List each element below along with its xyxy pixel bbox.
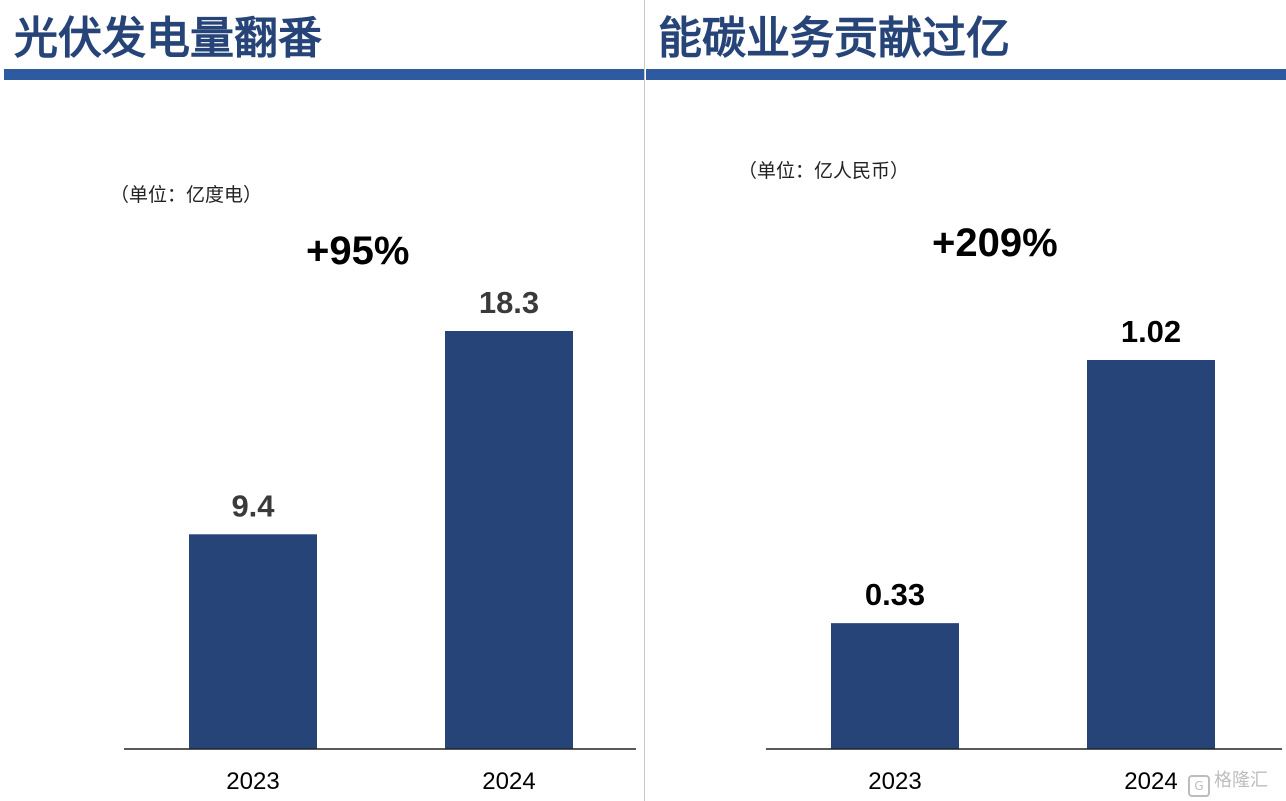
bar-2023 xyxy=(189,534,317,749)
value-label: 1.02 xyxy=(1121,314,1181,349)
watermark: G 格隆汇 xyxy=(1188,766,1268,797)
value-label: 0.33 xyxy=(865,577,925,612)
unit-label: （单位：亿人民币） xyxy=(738,160,910,182)
panel-heading: 能碳业务贡献过亿 xyxy=(658,13,1010,64)
unit-label: （单位：亿度电） xyxy=(110,184,263,206)
growth-annotation: +95% xyxy=(306,229,410,273)
heading-rule xyxy=(646,69,1286,80)
heading-rule xyxy=(4,69,644,80)
bar-2023 xyxy=(831,623,959,749)
watermark-text: 格隆汇 xyxy=(1214,770,1268,791)
energy-carbon-chart: 0.33 2023 1.02 2024 xyxy=(766,314,1282,795)
energy-carbon-panel: 能碳业务贡献过亿 （单位：亿人民币） +209% 0.33 2023 1.02 202… xyxy=(646,0,1286,801)
panel-divider xyxy=(644,0,645,801)
bar-2024 xyxy=(1087,360,1215,749)
x-tick-label: 2023 xyxy=(868,768,921,795)
x-tick-label: 2024 xyxy=(1124,768,1177,795)
value-label: 9.4 xyxy=(231,488,275,523)
x-tick-label: 2023 xyxy=(226,768,279,795)
solar-generation-chart: 9.4 2023 18.3 2024 xyxy=(124,285,636,795)
growth-annotation: +209% xyxy=(932,221,1058,265)
bar-2024 xyxy=(445,331,573,749)
panel-heading: 光伏发电量翻番 xyxy=(14,13,322,64)
value-label: 18.3 xyxy=(479,285,539,320)
solar-generation-panel: 光伏发电量翻番 （单位：亿度电） +95% 9.4 2023 18.3 2024 xyxy=(4,13,644,795)
x-tick-label: 2024 xyxy=(482,768,535,795)
gelonghui-logo-icon: G xyxy=(1188,775,1210,797)
